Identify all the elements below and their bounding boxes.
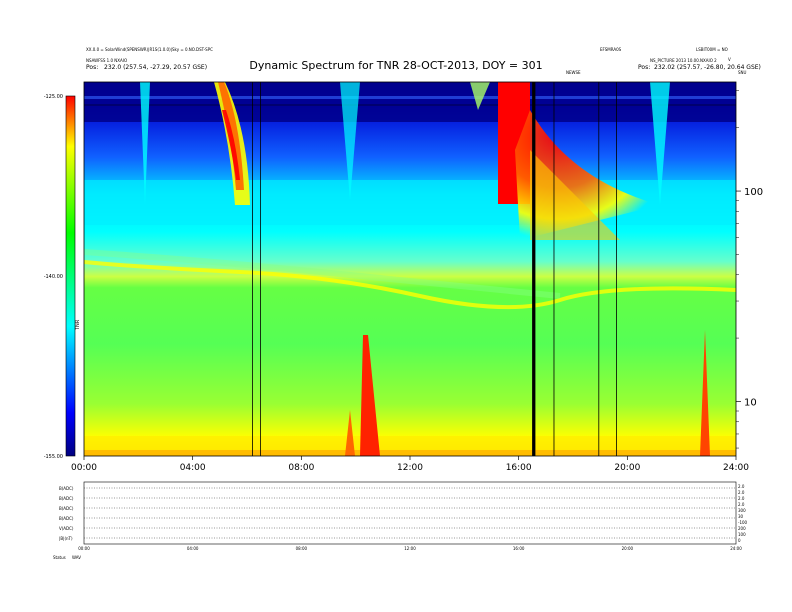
lower-x-tick-label: 08:00 (296, 546, 308, 551)
lower-row-label: B(ADC) (59, 516, 74, 521)
lower-x-tick-label: 00:00 (78, 546, 90, 551)
colorbar-unit-label: SNU (738, 70, 747, 75)
lower-row-label: B(ADC) (59, 506, 74, 511)
chart-title: Dynamic Spectrum for TNR 28-OCT-2013, DO… (249, 59, 543, 72)
lower-right-tick: 30 (738, 514, 744, 519)
lower-row-label: |B|(nT) (59, 536, 73, 541)
lower-right-tick: 2.0 (738, 484, 745, 489)
x-tick-label: 16:00 (506, 463, 532, 473)
x-tick-label: 12:00 (397, 463, 423, 473)
x-tick-label: 24:00 (723, 463, 749, 473)
x-tick-label: 20:00 (614, 463, 640, 473)
x-tick-label: 00:00 (71, 463, 97, 473)
header-right-pos-label: Pos: (638, 64, 651, 71)
header-right-line1b: LSBIT00M = NO (696, 47, 728, 52)
lower-right-tick: -100 (738, 520, 748, 525)
lower-right-tick: 2.0 (738, 502, 745, 507)
status-value: WAV (72, 555, 81, 560)
x-axis-ticks: 00:00 04:00 08:00 12:00 16:00 20:00 24:00 (71, 456, 749, 473)
header-right-pos-value: 232.02 (257.57, -26.80, 20.64 GSE) (654, 64, 761, 71)
lower-panel: B(ADC) B(ADC) B(ADC) B(ADC) V(ADC) |B|(nT) 2.… (59, 481, 748, 551)
lower-x-tick-label: 24:00 (730, 546, 742, 551)
y-tick-label: 100 (744, 187, 763, 198)
x-tick-label: 04:00 (180, 463, 206, 473)
lower-right-tick: 200 (738, 526, 746, 531)
lower-row-label: V(ADC) (59, 526, 74, 531)
lower-right-tick: 2.0 (738, 496, 745, 501)
lower-x-tick-label: 20:00 (622, 546, 634, 551)
colorbar-tick-label: -155.00 (44, 454, 63, 460)
lower-right-tick: 100 (738, 532, 746, 537)
header-left-pos-label: Pos: (86, 64, 99, 71)
lower-x-tick-label: 16:00 (513, 546, 525, 551)
lower-row-label: B(ADC) (59, 486, 74, 491)
lower-x-tick-label: 04:00 (187, 546, 199, 551)
colorbar-ticks: -125.00 -140.00 -155.00 (44, 94, 63, 460)
right-small-tag: V (728, 57, 731, 62)
lower-x-tick-label: 12:00 (404, 546, 416, 551)
header-right-line1: EFSMRA0S (600, 47, 622, 52)
spectrogram-plot (83, 81, 737, 457)
header-left-line2: NSAWFSS 1.0 NXAIO (86, 58, 128, 63)
lower-right-tick: 0 (738, 538, 741, 543)
header-right-line2: NS_PICTURE 2013 10.00.NXAIO 2 (650, 58, 717, 63)
colorbar-label: TNR (75, 319, 81, 331)
y-axis-ticks: 100 10 (736, 90, 763, 449)
status-label: Status (53, 555, 66, 560)
lower-right-tick: 2.0 (738, 490, 745, 495)
lower-right-tick: 300 (738, 508, 746, 513)
colorbar-tick-label: -125.00 (44, 94, 63, 100)
header-left-line1: XX.0.0 = SolarWind(SPENSWR)|R1S(1.0.0)|S… (86, 47, 213, 52)
y-tick-label: 10 (744, 397, 757, 408)
header-left-pos-value: 232.0 (257.54, -27.29, 20.57 GSE) (104, 64, 208, 71)
colorbar (66, 96, 75, 456)
sweep-label: NEWSE (566, 70, 581, 75)
colorbar-tick-label: -140.00 (44, 274, 63, 280)
x-tick-label: 08:00 (288, 463, 314, 473)
lower-row-label: B(ADC) (59, 496, 74, 501)
